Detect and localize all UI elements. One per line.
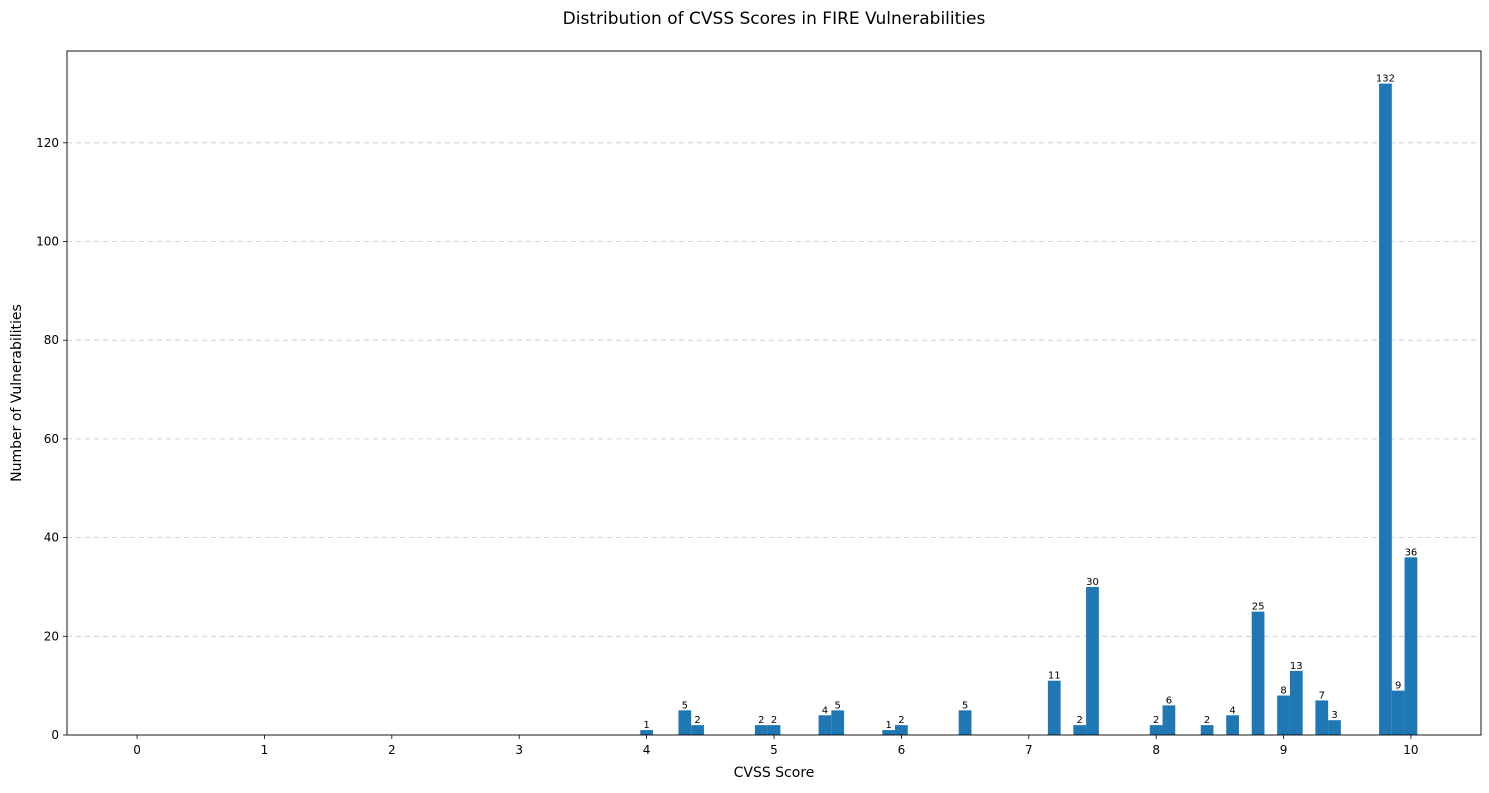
y-tick-label: 60 [44,432,59,446]
bar-value-label: 2 [1153,715,1159,726]
bar [1277,695,1290,735]
bar [882,730,896,735]
bar [958,710,972,735]
bar [767,725,781,735]
bar-value-label: 6 [1166,695,1172,706]
bar [1315,700,1329,735]
bar-value-label: 1 [885,720,891,731]
bar-value-label: 2 [771,715,777,726]
bar-value-label: 2 [694,715,700,726]
bar [895,725,908,735]
x-tick-label: 8 [1152,743,1160,757]
x-tick-label: 9 [1280,743,1288,757]
bar-value-label: 4 [1229,705,1235,716]
bar [1200,725,1214,735]
x-tick-label: 6 [898,743,906,757]
x-axis-label: CVSS Score [734,765,815,781]
bar [691,725,704,735]
bar-value-label: 2 [758,715,764,726]
bar-value-label: 5 [835,700,841,711]
bar-value-label: 13 [1290,661,1303,672]
bar-value-label: 5 [682,700,688,711]
x-tick-label: 7 [1025,743,1033,757]
bar [1391,690,1405,735]
bar [1328,720,1341,735]
bar-value-label: 132 [1376,74,1395,85]
bar [1073,725,1087,735]
bar [831,710,845,735]
y-tick-label: 20 [44,629,59,643]
bar-value-label: 9 [1395,681,1401,692]
bar-value-label: 4 [822,705,828,716]
bar-value-label: 3 [1331,710,1337,721]
bar-value-label: 2 [898,715,904,726]
y-tick-label: 120 [36,136,59,150]
y-tick-label: 80 [44,333,59,347]
bar [1379,83,1392,736]
y-tick-label: 100 [36,234,59,248]
plot-frame [66,50,1482,736]
bar-value-label: 25 [1252,602,1265,613]
bar-value-label: 7 [1319,690,1325,701]
chart-title: Distribution of CVSS Scores in FIRE Vuln… [563,9,986,29]
x-tick-label: 2 [388,743,396,757]
bar [678,710,692,735]
y-axis-ticks: 0 20 40 60 80 100 120 [36,136,67,742]
bar [818,715,832,735]
x-tick-label: 1 [261,743,269,757]
bar [1047,680,1061,735]
bar-value-label: 8 [1280,686,1286,697]
bar [1226,715,1239,735]
x-tick-label: 0 [133,743,141,757]
bar [754,725,768,735]
bar [1086,586,1099,735]
bar-value-label: 11 [1048,671,1061,682]
y-tick-label: 40 [44,531,59,545]
bar-layer [640,83,1418,736]
bar-value-label: 2 [1204,715,1210,726]
bar [640,730,653,735]
bar-value-label: 30 [1086,577,1099,588]
grid-layer [67,142,1481,637]
bar [1251,611,1265,735]
bar-value-label: 1 [643,720,649,731]
x-tick-label: 5 [770,743,778,757]
bar [1149,725,1163,735]
x-tick-label: 4 [643,743,651,757]
x-tick-label: 10 [1403,743,1418,757]
x-axis-ticks: 0 1 2 3 4 5 6 7 8 9 10 [133,735,1419,757]
bar-value-label: 2 [1077,715,1083,726]
y-tick-label: 0 [51,728,59,742]
x-tick-label: 3 [515,743,523,757]
y-axis-label: Number of Vulnerabilities [9,304,25,482]
bar [1404,557,1418,735]
bar-value-label: 5 [962,700,968,711]
bar [1289,670,1303,735]
bar [1162,705,1176,735]
bar-value-label: 36 [1405,547,1418,558]
